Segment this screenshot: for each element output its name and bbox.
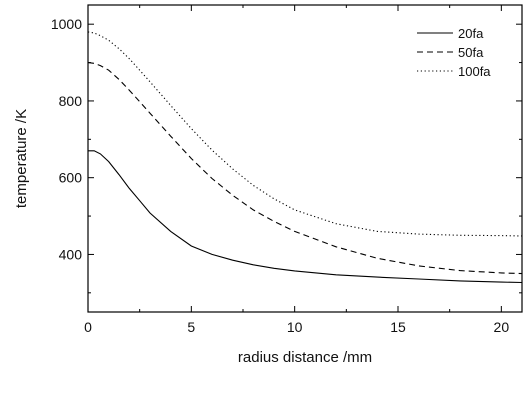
- y-tick-label: 800: [59, 93, 83, 109]
- x-tick-label: 5: [187, 319, 195, 335]
- x-tick-label: 15: [390, 319, 406, 335]
- series-line-100fa: [87, 31, 523, 237]
- y-tick-label: 1000: [51, 16, 82, 32]
- legend-label-50fa: 50fa: [458, 45, 484, 60]
- series-line-20fa: [88, 150, 523, 284]
- y-axis-ticks: 400 600 800 1000: [51, 16, 522, 294]
- x-axis-title: radius distance /mm: [238, 349, 372, 366]
- y-tick-label: 400: [59, 246, 83, 262]
- x-tick-label: 0: [84, 319, 92, 335]
- y-tick-label: 600: [59, 170, 83, 186]
- x-axis-ticks: 0 5 10 15 20: [84, 5, 509, 335]
- legend-label-100fa: 100fa: [458, 64, 491, 79]
- series-layer: [87, 31, 523, 284]
- plot-area: [87, 4, 523, 313]
- y-axis-title: temperature /K: [13, 109, 30, 208]
- plot-frame: [87, 4, 523, 313]
- x-tick-label: 10: [287, 319, 303, 335]
- x-tick-label: 20: [494, 319, 510, 335]
- series-line-50fa: [87, 62, 523, 275]
- legend: 20fa 50fa 100fa: [417, 26, 491, 79]
- legend-label-20fa: 20fa: [458, 26, 484, 41]
